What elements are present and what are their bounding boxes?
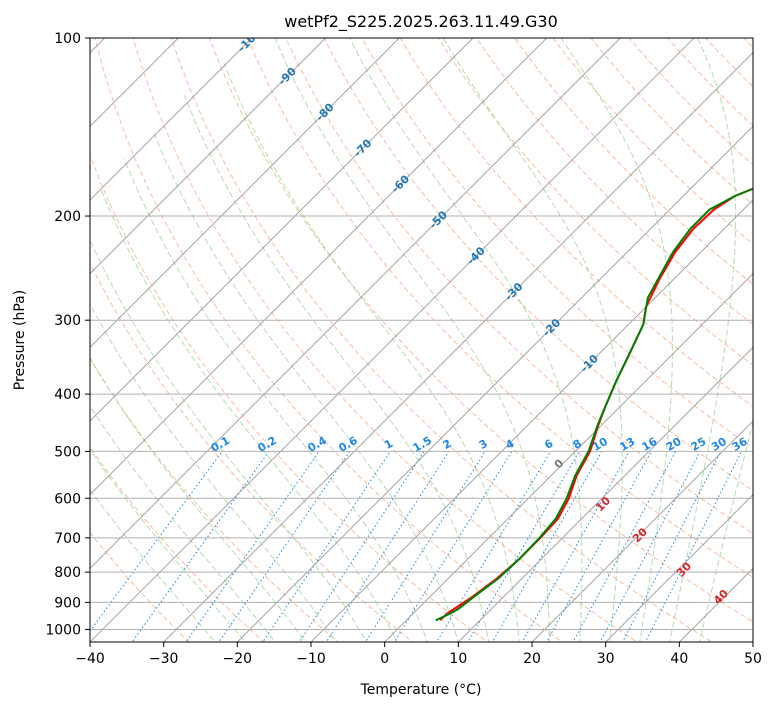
x-tick-label: −10: [296, 651, 326, 667]
chart-title: wetPf2_S225.2025.263.11.49.G30: [284, 12, 558, 32]
mixing-ratio-line: [644, 451, 742, 642]
y-tick-label: 800: [54, 565, 81, 581]
isotherm-line: [384, 273, 753, 642]
dry-adiabat: [552, 38, 753, 245]
y-tick-label: 100: [54, 31, 81, 47]
isotherm-line: [90, 38, 400, 348]
moist-adiabat: [223, 62, 520, 642]
x-tick-label: 10: [449, 651, 467, 667]
dry-adiabat: [590, 38, 753, 206]
plot-frame: [89, 37, 754, 643]
y-tick-label: 400: [54, 387, 81, 403]
isotherm-line: [90, 38, 474, 422]
background-lines: [90, 38, 753, 642]
moist-adiabat: [90, 357, 307, 642]
dry-adiabat: [208, 38, 753, 623]
dry-adiabat: [90, 261, 414, 642]
isotherm-line: [90, 38, 327, 275]
y-axis: 100 200 300 400 500 600 700 800 900 1000: [45, 31, 90, 638]
x-axis: −40 −30 −20 −10 0 10 20 30 40 50: [75, 642, 762, 667]
mixing-ratio-line: [262, 451, 391, 642]
isotherm-line: [90, 38, 621, 569]
mixing-ratio-line: [545, 451, 652, 642]
dry-adiabat: [666, 38, 753, 127]
dry-adiabat: [132, 38, 638, 642]
isotherm-line: [90, 38, 179, 127]
dry-adiabat: [285, 38, 753, 535]
y-tick-label: 900: [54, 595, 81, 611]
isotherm-line: [90, 38, 548, 496]
dry-adiabat: [476, 38, 753, 326]
dry-adiabat: [94, 38, 564, 642]
dry-adiabat: [90, 446, 265, 642]
mixing-ratio-line: [185, 451, 320, 642]
moist-adiabat: [90, 302, 337, 642]
isotherm-line: [310, 199, 753, 642]
y-axis-label: Pressure (hPa): [12, 290, 28, 390]
mixing-ratio-line: [298, 451, 425, 642]
x-tick-label: −20: [223, 651, 253, 667]
x-axis-label: Temperature (°C): [360, 682, 482, 698]
moist-adiabat: [123, 158, 429, 642]
isotherm-line: [90, 38, 253, 201]
mixing-ratio-line: [131, 451, 270, 642]
mixing-ratio-line: [325, 451, 450, 642]
dry-adiabat: [90, 153, 489, 642]
y-tick-label: 300: [54, 313, 81, 329]
y-tick-label: 500: [54, 444, 81, 460]
y-tick-label: 1000: [45, 622, 81, 638]
y-tick-label: 600: [54, 491, 81, 507]
x-tick-label: 50: [744, 651, 762, 667]
isotherm-line: [236, 125, 753, 642]
dry-adiabat: [90, 531, 190, 642]
isotherm-line: [163, 52, 753, 642]
isotherm-line: [531, 420, 753, 642]
moist-adiabat: [100, 188, 398, 642]
moist-adiabat: [184, 95, 490, 642]
isotherm-line: [605, 494, 753, 642]
mixing-ratio-line: [436, 451, 552, 642]
dewpoint-profile: [435, 187, 753, 622]
mixing-ratio-line: [218, 451, 351, 642]
moist-adiabat: [90, 448, 246, 642]
x-tick-label: 30: [597, 651, 615, 667]
mixing-ratio-line: [491, 451, 603, 642]
dry-adiabat: [399, 38, 753, 408]
profiles: [435, 187, 753, 622]
x-tick-label: 40: [670, 651, 688, 667]
isotherm-line: [457, 346, 753, 642]
moist-adiabat: [90, 405, 276, 642]
mixing-ratio-line: [467, 451, 580, 642]
y-tick-label: 700: [54, 531, 81, 547]
dry-adiabat: [170, 38, 713, 642]
isotherm-line: [90, 38, 695, 642]
x-tick-label: −40: [75, 651, 105, 667]
x-tick-label: 0: [380, 651, 389, 667]
mixing-ratio-line: [521, 451, 630, 642]
x-tick-label: 20: [523, 651, 541, 667]
y-tick-label: 200: [54, 209, 81, 225]
dry-adiabat: [361, 38, 753, 449]
dry-adiabat: [247, 38, 753, 578]
x-tick-label: −30: [149, 651, 179, 667]
